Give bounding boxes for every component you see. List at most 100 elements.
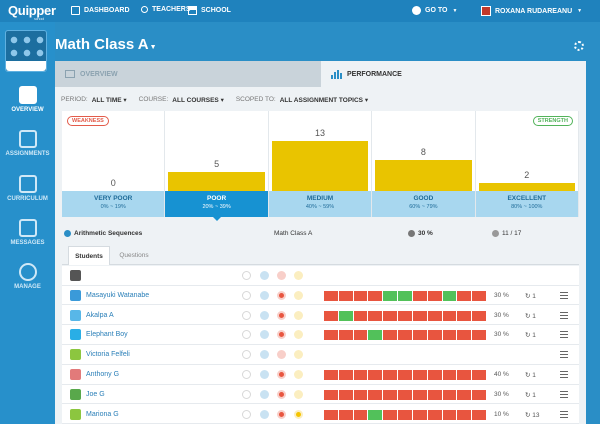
- goto-menu[interactable]: GO TO ▼: [412, 6, 457, 15]
- row-menu-icon[interactable]: [560, 291, 568, 299]
- row-menu-icon[interactable]: [560, 311, 568, 319]
- overview-icon: [18, 86, 37, 104]
- weakness-badge: WEAKNESS: [67, 116, 109, 126]
- answer-segment: [324, 370, 338, 380]
- sidebar-item-overview[interactable]: OVERVIEW: [0, 86, 55, 113]
- user-menu[interactable]: ROXANA RUDAREANU ▼: [481, 6, 582, 16]
- answer-segment: [324, 330, 338, 341]
- answer-segment: [353, 310, 368, 321]
- status-indicator: [260, 350, 269, 360]
- topic-class: Math Class A: [274, 230, 313, 237]
- dashboard-icon: [71, 6, 80, 15]
- row-menu-icon[interactable]: [560, 390, 568, 398]
- class-avatar[interactable]: [5, 30, 47, 72]
- answer-segment: [398, 389, 412, 400]
- table-row[interactable]: Joe G 30 % ↻ 1: [62, 385, 579, 405]
- answer-progress: [324, 389, 486, 400]
- answer-segment: [383, 389, 398, 400]
- band-count: 0: [110, 178, 116, 188]
- row-menu-icon[interactable]: [560, 351, 568, 359]
- answer-segment: [412, 409, 427, 420]
- answer-segment: [383, 409, 398, 420]
- student-avatar: [70, 388, 81, 400]
- answer-segment: [368, 290, 383, 301]
- band-medium[interactable]: 13 MEDIUM 40% ~ 59%: [268, 111, 373, 217]
- status-indicator: [277, 350, 286, 360]
- period-select[interactable]: ALL TIME ▾: [91, 97, 127, 104]
- table-row[interactable]: Masayuki Watanabe 30 % ↻ 1: [62, 286, 579, 306]
- student-name[interactable]: Elephant Boy: [86, 331, 128, 339]
- answer-segment: [383, 290, 398, 301]
- status-indicator: [260, 330, 269, 340]
- chevron-down-icon: ▼: [149, 44, 157, 51]
- sidebar-item-manage[interactable]: MANAGE: [0, 263, 55, 290]
- band-label[interactable]: VERY POOR 0% ~ 19%: [62, 191, 165, 217]
- band-label[interactable]: EXCELLENT 80% ~ 100%: [475, 191, 578, 217]
- student-avatar: [70, 408, 81, 420]
- student-name[interactable]: Mariona G: [86, 410, 119, 418]
- student-name[interactable]: Joe G: [86, 390, 105, 398]
- answer-segment: [338, 389, 353, 400]
- status-indicator: [242, 290, 251, 300]
- table-row[interactable]: Victoria Felfeli: [62, 345, 579, 365]
- tab-questions[interactable]: Questions: [119, 252, 149, 259]
- gear-icon[interactable]: [574, 41, 584, 51]
- band-very-poor[interactable]: 0 VERY POOR 0% ~ 19% WEAKNESS: [62, 111, 166, 217]
- scope-select[interactable]: ALL ASSIGNMENT TOPICS ▾: [279, 97, 369, 104]
- status-indicator: [294, 330, 303, 340]
- quipper-logo[interactable]: Quipper school: [8, 3, 56, 21]
- table-row[interactable]: Anthony G 40 % ↻ 1: [62, 365, 579, 385]
- row-menu-icon[interactable]: [560, 371, 568, 378]
- student-avatar: [70, 309, 81, 321]
- table-row[interactable]: Elephant Boy 30 % ↻ 1: [62, 325, 579, 345]
- tab-performance[interactable]: PERFORMANCE: [321, 61, 586, 87]
- row-menu-icon[interactable]: [560, 331, 568, 339]
- row-menu-icon[interactable]: [560, 410, 568, 418]
- band-label[interactable]: GOOD 60% ~ 79%: [372, 191, 475, 217]
- course-select[interactable]: ALL COURSES ▾: [172, 97, 224, 104]
- answer-segment: [457, 409, 472, 420]
- sidebar-item-assignments[interactable]: ASSIGNMENTS: [0, 130, 55, 157]
- answer-segment: [353, 389, 368, 400]
- status-indicator: [294, 389, 303, 399]
- band-good[interactable]: 8 GOOD 60% ~ 79%: [372, 111, 476, 217]
- answer-segment: [412, 310, 427, 321]
- table-row[interactable]: [62, 266, 579, 286]
- student-name[interactable]: Masayuki Watanabe: [86, 291, 150, 299]
- band-label[interactable]: MEDIUM 40% ~ 59%: [268, 191, 372, 217]
- band-poor[interactable]: 5 POOR 20% ~ 39%: [165, 111, 269, 221]
- nav-dashboard[interactable]: DASHBOARD: [71, 6, 130, 15]
- band-count: 13: [314, 128, 325, 138]
- nav-school[interactable]: SCHOOL: [188, 6, 231, 15]
- nav-teachers[interactable]: TEACHERS: [141, 6, 191, 13]
- status-indicator: [260, 310, 269, 320]
- band-label[interactable]: POOR 20% ~ 39%: [165, 191, 268, 221]
- answer-segment: [442, 290, 457, 301]
- answer-segment: [338, 290, 353, 301]
- topic-name[interactable]: Arithmetic Sequences: [64, 230, 142, 237]
- status-indicator: [260, 290, 269, 300]
- tab-overview[interactable]: OVERVIEW: [55, 61, 321, 87]
- sidebar: OVERVIEW ASSIGNMENTS CURRICULUM MESSAGES…: [0, 22, 55, 424]
- student-name[interactable]: Victoria Felfeli: [86, 351, 130, 359]
- answer-segment: [324, 290, 338, 301]
- answer-segment: [398, 370, 412, 380]
- answer-segment: [383, 310, 398, 321]
- answer-segment: [427, 310, 442, 321]
- sidebar-item-messages[interactable]: MESSAGES: [0, 219, 55, 246]
- page-title[interactable]: Math Class A▼: [55, 36, 157, 53]
- table-row[interactable]: Akalpa A 30 % ↻ 1: [62, 306, 579, 326]
- answer-segment: [427, 370, 442, 380]
- answer-segment: [368, 409, 383, 420]
- student-name[interactable]: Anthony G: [86, 371, 120, 378]
- status-indicator: [242, 330, 251, 340]
- info-icon: [408, 230, 415, 237]
- table-row[interactable]: Mariona G 10 % ↻ 13: [62, 405, 579, 424]
- attempt-count: ↻ 1: [525, 312, 536, 320]
- student-name[interactable]: Akalpa A: [86, 311, 114, 319]
- student-score: 30 %: [494, 331, 509, 339]
- band-excellent[interactable]: 2 EXCELLENT 80% ~ 100% STRENGTH: [475, 111, 579, 217]
- sidebar-item-curriculum[interactable]: CURRICULUM: [0, 175, 55, 202]
- tab-students[interactable]: Students: [68, 246, 110, 265]
